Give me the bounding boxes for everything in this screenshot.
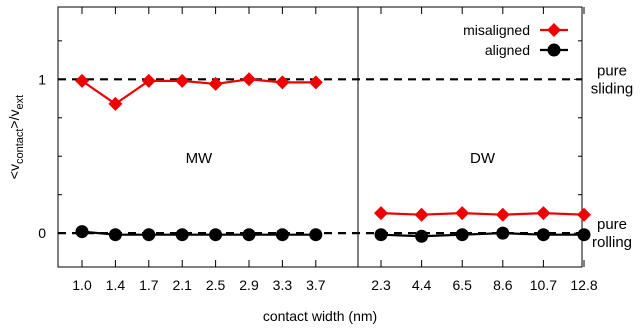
x-tick-label: 3.7 <box>306 277 326 293</box>
data-point <box>142 228 156 242</box>
x-tick-label: 1.0 <box>72 277 92 293</box>
chart-legend: misaligned aligned <box>463 22 568 58</box>
data-point <box>175 228 189 242</box>
x-tick-label: 12.8 <box>570 277 597 293</box>
panel-label: MW <box>186 150 213 167</box>
data-point <box>309 228 323 242</box>
reference-line-label-line: sliding <box>591 80 634 97</box>
data-point <box>108 228 122 242</box>
data-point <box>108 96 123 111</box>
y-axis-title-part: >/v <box>6 109 22 128</box>
data-point <box>175 73 190 88</box>
data-point <box>208 76 223 91</box>
data-point <box>141 73 156 88</box>
y-tick-label: 1 <box>38 71 46 87</box>
data-point <box>455 206 470 221</box>
data-point <box>75 225 89 239</box>
reference-line-label: pure rolling <box>592 216 632 251</box>
plot-frame <box>57 6 583 268</box>
x-tick-label: 4.4 <box>412 277 432 293</box>
chart-series <box>75 72 591 243</box>
data-point <box>536 206 551 221</box>
data-point <box>536 228 550 242</box>
x-tick-label: 8.6 <box>493 277 513 293</box>
data-point <box>242 72 256 87</box>
x-tick-label: 10.7 <box>530 277 557 293</box>
y-axis-title-subscript: ext <box>14 95 26 110</box>
reference-line-label-line: pure <box>597 216 627 233</box>
y-axis-title-subscript: contact <box>14 129 26 164</box>
data-point <box>374 228 388 242</box>
data-point <box>308 75 323 90</box>
y-axis-title-part: <v <box>6 164 22 179</box>
legend-label: misaligned <box>463 22 530 38</box>
panel-label: DW <box>470 150 496 167</box>
x-tick-label: 2.5 <box>206 277 226 293</box>
series-line <box>380 212 585 216</box>
data-point <box>414 207 429 222</box>
x-axis-title: contact width (nm) <box>263 308 377 324</box>
data-point <box>275 228 289 242</box>
data-point <box>496 226 510 240</box>
x-tick-label: 3.3 <box>273 277 293 293</box>
legend-label: aligned <box>485 42 530 58</box>
x-tick-label: 2.3 <box>371 277 391 293</box>
y-tick-label: 0 <box>38 225 46 241</box>
x-tick-label: 1.4 <box>106 277 126 293</box>
data-point <box>415 229 429 243</box>
data-point <box>374 206 388 221</box>
data-point <box>209 228 223 242</box>
reference-line-label-line: pure <box>597 62 627 79</box>
x-tick-label: 2.9 <box>239 277 259 293</box>
y-axis-title: <vcontact>/vext <box>6 95 26 179</box>
data-point <box>577 228 591 242</box>
series-line <box>380 232 584 238</box>
data-point <box>577 207 591 222</box>
data-point <box>455 228 469 242</box>
x-tick-label: 1.7 <box>139 277 159 293</box>
reference-line-label-line: rolling <box>592 234 632 251</box>
data-point <box>495 207 510 222</box>
legend-marker <box>547 23 561 37</box>
reference-line-label: pure sliding <box>591 62 634 97</box>
data-point <box>75 73 89 88</box>
legend-marker <box>547 43 561 57</box>
x-tick-label: 2.1 <box>172 277 192 293</box>
x-tick-label: 6.5 <box>452 277 472 293</box>
data-point <box>242 228 256 242</box>
data-point <box>275 75 290 90</box>
